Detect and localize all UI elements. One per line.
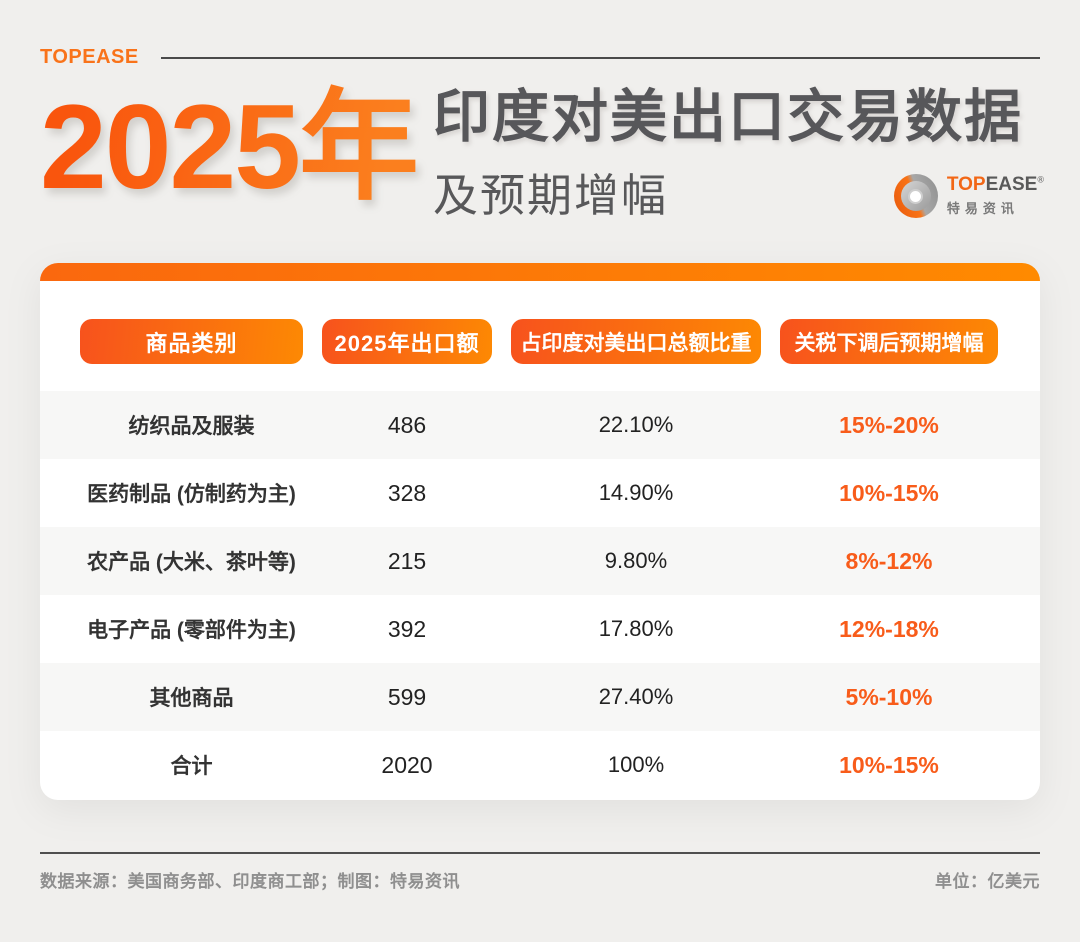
title-year: 2025年 (40, 74, 419, 224)
unit-note: 单位：亿美元 (935, 872, 1040, 891)
cell-category: 纺织品及服装 (128, 415, 255, 438)
column-header-growth: 关税下调后预期增幅 (780, 319, 998, 364)
table-row: 电子产品 (零部件为主) 392 17.80% 12%-18% (40, 595, 1040, 663)
card-body: 商品类别 2025年出口额 占印度对美出口总额比重 关税下调后预期增幅 纺织品及… (40, 281, 1040, 800)
cell-expected-growth: 15%-20% (839, 411, 939, 438)
page-title: 印度对美出口交易数据 (432, 85, 1023, 149)
topease-logo: TOPEASE® 特易资讯 (893, 174, 1044, 218)
column-header-category: 商品类别 (80, 319, 303, 364)
logo-wordmark: TOPEASE® (946, 174, 1044, 195)
table-row: 其他商品 599 27.40% 5%-10% (40, 663, 1040, 731)
data-source-note: 数据来源：美国商务部、印度商工部；制图：特易资讯 (40, 872, 460, 891)
brand-wordmark: TOPEASE (40, 46, 139, 68)
topease-ring-icon (893, 174, 938, 218)
registered-mark: ® (1037, 174, 1044, 185)
column-header-export: 2025年出口额 (322, 319, 492, 364)
page-subtitle: 及预期增幅 (432, 169, 668, 221)
cell-category: 合计 (170, 755, 213, 778)
card-top-accent-bar (40, 263, 1040, 281)
cell-expected-growth: 12%-18% (839, 615, 939, 642)
cell-export-value: 599 (387, 683, 427, 710)
cell-export-value: 215 (387, 547, 427, 574)
table-header-row: 商品类别 2025年出口额 占印度对美出口总额比重 关税下调后预期增幅 (40, 319, 1040, 364)
divider-line (160, 56, 1040, 59)
cell-expected-growth: 8%-12% (845, 547, 933, 574)
table-row-total: 合计 2020 100% 10%-15% (40, 731, 1040, 799)
cell-category: 医药制品 (仿制药为主) (87, 483, 296, 506)
footer: 数据来源：美国商务部、印度商工部；制图：特易资讯 单位：亿美元 (40, 852, 1040, 892)
cell-share: 27.40% (598, 684, 674, 709)
cell-expected-growth: 10%-15% (839, 751, 939, 778)
cell-category: 电子产品 (零部件为主) (87, 619, 296, 642)
cell-export-value: 392 (387, 615, 427, 642)
cell-share: 9.80% (604, 548, 668, 573)
data-table-card: 商品类别 2025年出口额 占印度对美出口总额比重 关税下调后预期增幅 纺织品及… (40, 263, 1040, 800)
cell-share: 17.80% (598, 616, 674, 641)
table-row: 纺织品及服装 486 22.10% 15%-20% (40, 391, 1040, 459)
cell-share: 100% (607, 752, 665, 777)
cell-share: 14.90% (598, 480, 674, 505)
cell-export-value: 486 (387, 411, 427, 438)
top-brand-bar: TOPEASE (40, 46, 1040, 69)
divider-line (40, 852, 1040, 854)
logo-chinese-name: 特易资讯 (946, 201, 1019, 216)
cell-category: 农产品 (大米、茶叶等) (87, 551, 296, 574)
cell-category: 其他商品 (149, 687, 234, 710)
cell-expected-growth: 10%-15% (839, 479, 939, 506)
cell-export-value: 328 (387, 479, 427, 506)
table-body: 纺织品及服装 486 22.10% 15%-20% 医药制品 (仿制药为主) 3… (40, 391, 1040, 799)
column-header-share: 占印度对美出口总额比重 (511, 319, 761, 364)
cell-share: 22.10% (598, 412, 674, 437)
table-row: 农产品 (大米、茶叶等) 215 9.80% 8%-12% (40, 527, 1040, 595)
table-row: 医药制品 (仿制药为主) 328 14.90% 10%-15% (40, 459, 1040, 527)
title-block: 2025年 印度对美出口交易数据 及预期增幅 (40, 74, 1040, 224)
cell-expected-growth: 5%-10% (845, 683, 933, 710)
cell-export-value: 2020 (381, 751, 433, 778)
